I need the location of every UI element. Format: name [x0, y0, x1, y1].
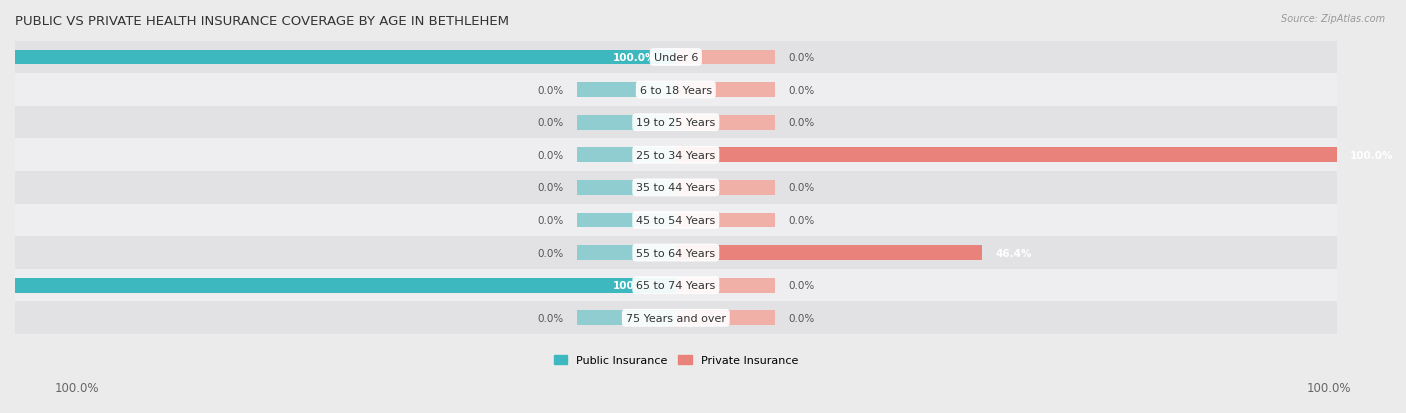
- Text: 100.0%: 100.0%: [1306, 382, 1351, 394]
- Text: 100.0%: 100.0%: [1350, 150, 1393, 160]
- Bar: [676, 246, 983, 260]
- Bar: [15, 302, 1337, 334]
- Bar: [15, 204, 1337, 237]
- Bar: [15, 50, 676, 65]
- Bar: [676, 278, 775, 293]
- Bar: [576, 311, 676, 325]
- Bar: [676, 83, 775, 97]
- Legend: Public Insurance, Private Insurance: Public Insurance, Private Insurance: [550, 350, 803, 370]
- Text: 0.0%: 0.0%: [537, 150, 564, 160]
- Bar: [15, 237, 1337, 269]
- Text: 0.0%: 0.0%: [789, 313, 814, 323]
- Bar: [15, 278, 676, 293]
- Bar: [676, 311, 775, 325]
- Bar: [676, 148, 1337, 163]
- Text: 35 to 44 Years: 35 to 44 Years: [636, 183, 716, 193]
- Text: Under 6: Under 6: [654, 53, 697, 63]
- Text: 45 to 54 Years: 45 to 54 Years: [636, 216, 716, 225]
- Text: 0.0%: 0.0%: [789, 216, 814, 225]
- Text: 25 to 34 Years: 25 to 34 Years: [636, 150, 716, 160]
- Text: 0.0%: 0.0%: [789, 85, 814, 95]
- Text: 46.4%: 46.4%: [995, 248, 1032, 258]
- Bar: [576, 116, 676, 130]
- Text: 0.0%: 0.0%: [789, 118, 814, 128]
- Text: PUBLIC VS PRIVATE HEALTH INSURANCE COVERAGE BY AGE IN BETHLEHEM: PUBLIC VS PRIVATE HEALTH INSURANCE COVER…: [15, 15, 509, 28]
- Text: Source: ZipAtlas.com: Source: ZipAtlas.com: [1281, 14, 1385, 24]
- Bar: [576, 246, 676, 260]
- Bar: [576, 148, 676, 163]
- Bar: [676, 180, 775, 195]
- Text: 0.0%: 0.0%: [789, 280, 814, 290]
- Bar: [15, 74, 1337, 107]
- Text: 100.0%: 100.0%: [613, 280, 657, 290]
- Text: 19 to 25 Years: 19 to 25 Years: [636, 118, 716, 128]
- Text: 0.0%: 0.0%: [537, 248, 564, 258]
- Text: 75 Years and over: 75 Years and over: [626, 313, 725, 323]
- Text: 0.0%: 0.0%: [537, 118, 564, 128]
- Text: 0.0%: 0.0%: [537, 85, 564, 95]
- Bar: [676, 116, 775, 130]
- Text: 0.0%: 0.0%: [789, 53, 814, 63]
- Text: 6 to 18 Years: 6 to 18 Years: [640, 85, 711, 95]
- Bar: [576, 213, 676, 228]
- Bar: [576, 83, 676, 97]
- Bar: [576, 180, 676, 195]
- Text: 65 to 74 Years: 65 to 74 Years: [636, 280, 716, 290]
- Text: 0.0%: 0.0%: [537, 183, 564, 193]
- Bar: [15, 139, 1337, 172]
- Text: 100.0%: 100.0%: [55, 382, 100, 394]
- Text: 100.0%: 100.0%: [613, 53, 657, 63]
- Bar: [15, 42, 1337, 74]
- Text: 55 to 64 Years: 55 to 64 Years: [637, 248, 716, 258]
- Text: 0.0%: 0.0%: [537, 216, 564, 225]
- Bar: [15, 269, 1337, 302]
- Bar: [15, 172, 1337, 204]
- Bar: [15, 107, 1337, 139]
- Bar: [676, 50, 775, 65]
- Bar: [676, 213, 775, 228]
- Text: 0.0%: 0.0%: [789, 183, 814, 193]
- Text: 0.0%: 0.0%: [537, 313, 564, 323]
